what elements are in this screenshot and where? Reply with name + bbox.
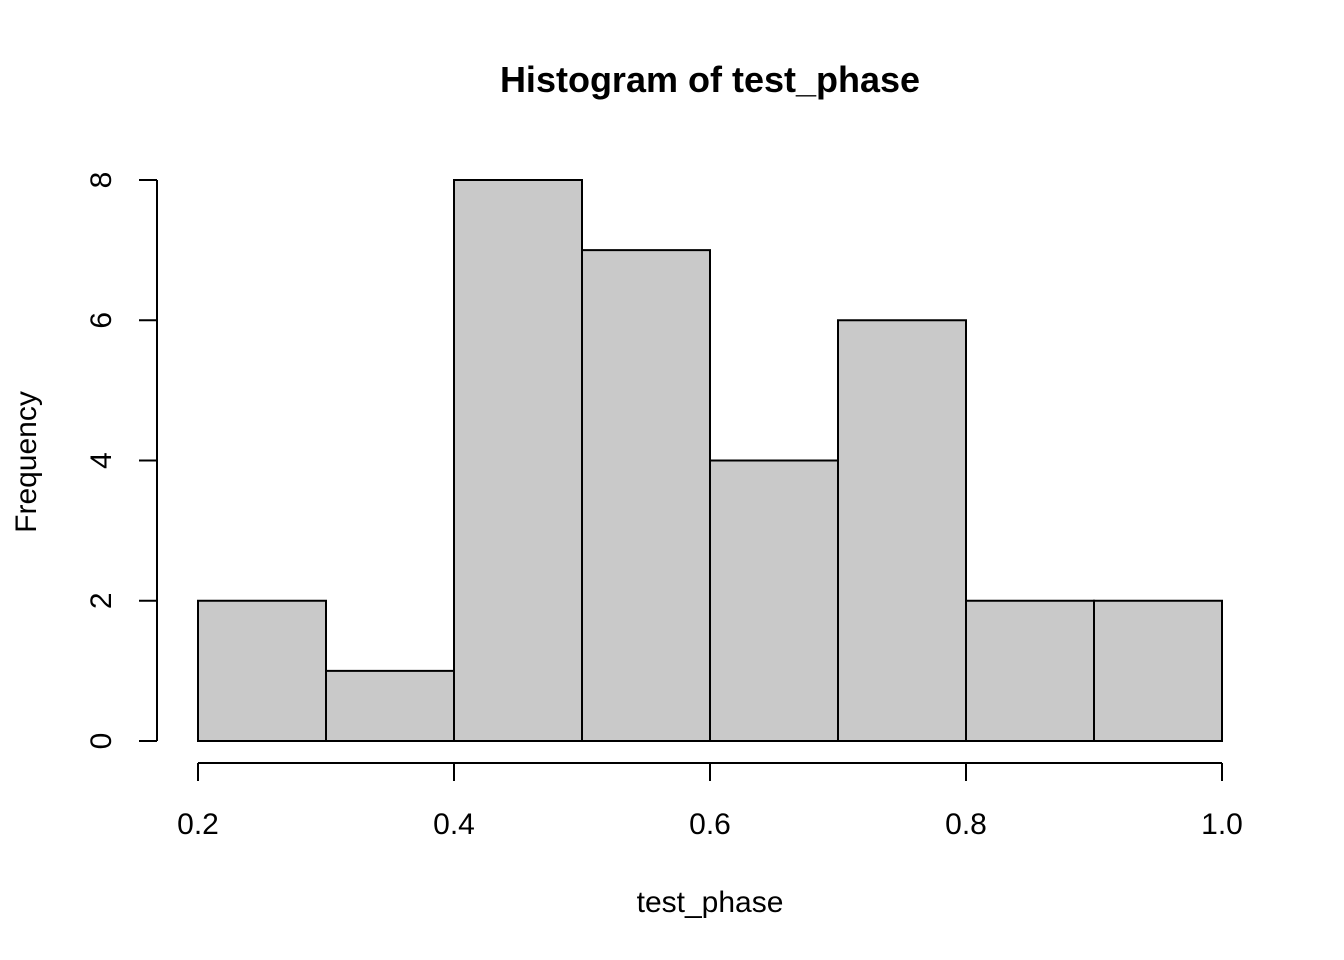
histogram-bar-1 bbox=[325, 669, 455, 742]
y-axis: 0 2 4 6 8 bbox=[85, 172, 158, 750]
histogram-bar-2 bbox=[453, 179, 583, 742]
histogram-bar-5 bbox=[837, 319, 967, 742]
y-tick-label-4: 8 bbox=[85, 172, 118, 189]
histogram-bar-3 bbox=[581, 249, 711, 742]
x-tick-label-2: 0.6 bbox=[689, 808, 731, 841]
x-axis: 0.2 0.4 0.6 0.8 1.0 bbox=[177, 762, 1243, 841]
bars-group bbox=[197, 179, 1223, 742]
y-tick-label-2: 4 bbox=[85, 452, 118, 469]
histogram-bar-4 bbox=[709, 459, 839, 742]
x-tick-label-3: 0.8 bbox=[945, 808, 987, 841]
x-axis-label: test_phase bbox=[637, 886, 784, 919]
histogram-bar-6 bbox=[965, 599, 1095, 742]
y-tick-label-0: 0 bbox=[85, 733, 118, 750]
x-tick-label-0: 0.2 bbox=[177, 808, 219, 841]
x-tick-label-1: 0.4 bbox=[433, 808, 475, 841]
y-tick-label-3: 6 bbox=[85, 312, 118, 329]
chart-title: Histogram of test_phase bbox=[500, 59, 920, 100]
histogram-bar-0 bbox=[197, 599, 327, 742]
y-axis-label: Frequency bbox=[10, 391, 43, 533]
x-tick-label-4: 1.0 bbox=[1201, 808, 1243, 841]
histogram-bar-7 bbox=[1093, 599, 1223, 742]
y-tick-label-1: 2 bbox=[85, 592, 118, 609]
